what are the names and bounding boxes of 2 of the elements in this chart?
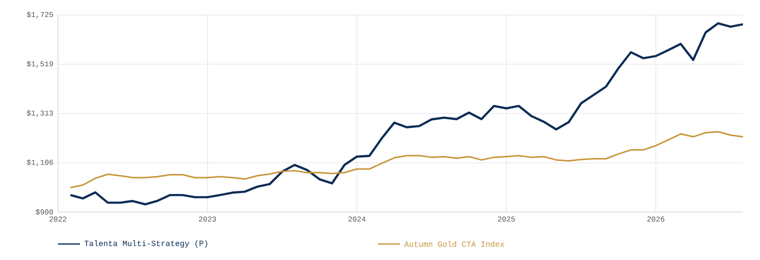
line-series [69,22,744,206]
line-series [70,131,744,188]
